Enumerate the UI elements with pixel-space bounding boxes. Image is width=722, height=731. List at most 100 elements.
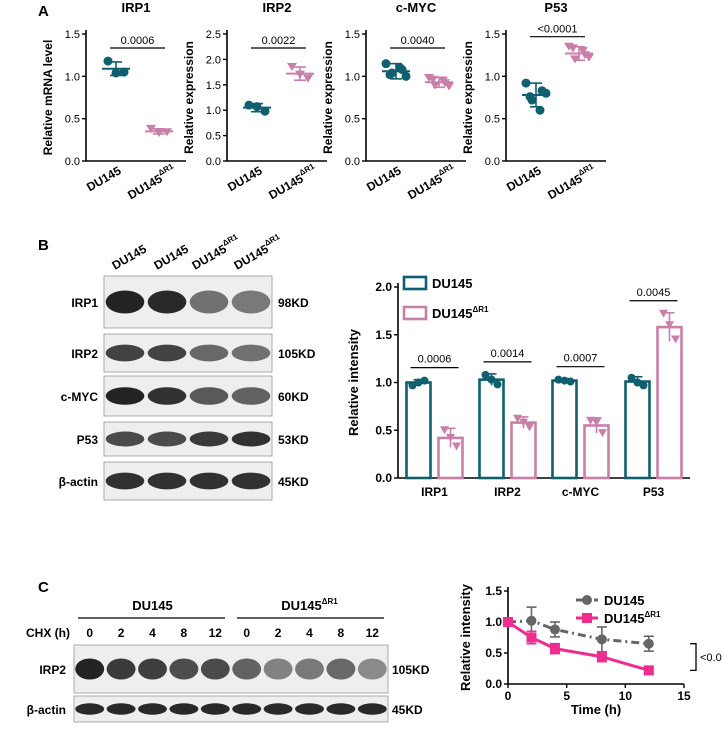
y-tick-label: 1.5 (485, 29, 500, 41)
blot-band (106, 658, 136, 680)
p-value: <0.0001 (537, 24, 577, 36)
data-point (659, 309, 668, 318)
blot-band (147, 472, 187, 490)
data-point (440, 79, 450, 88)
data-point (287, 63, 297, 72)
x-label-dr1-base: DU145 (125, 171, 165, 202)
x-tick-label: c-MYC (562, 485, 600, 499)
data-point (244, 100, 254, 110)
blot-band (105, 472, 145, 490)
time-label: 2 (118, 626, 125, 640)
y-tick-label: 1.0 (65, 71, 80, 83)
y-tick-label: 1.0 (375, 376, 392, 390)
blot-band (200, 658, 230, 680)
legend-label-dr1-base: DU145 (432, 306, 472, 321)
chart-a-3: P53 Relative expression 0.0 0.5 1.0 1.5 <0.000… (461, 0, 606, 202)
blot-band (138, 658, 167, 680)
legend-label-dr1-sup: ΔR1 (644, 610, 661, 619)
bar (478, 378, 505, 480)
x-tick-label: 0 (505, 689, 512, 703)
blot-band (147, 344, 187, 362)
blot-band (189, 431, 229, 447)
blot-name: IRP2 (39, 663, 66, 677)
chart-a-2: c-MYC Relative expression 0.0 0.5 1.0 1.5 0.00… (321, 0, 466, 202)
y-axis-label: Relative intensity (346, 328, 361, 436)
blot-band (169, 658, 199, 680)
x-label-dr1-base: DU145 (266, 171, 306, 202)
y-axis-label: Relative intensity (458, 583, 473, 691)
x-label-du145: DU145 (84, 163, 124, 194)
chx-label: CHX (h) (26, 626, 70, 640)
y-tick-label: 0.0 (345, 156, 360, 168)
y-tick-label: 0.5 (375, 423, 392, 437)
y-tick-label: 1.0 (345, 71, 360, 83)
y-axis-label: Relative expression (461, 41, 475, 154)
y-tick-label: 1.5 (375, 328, 392, 342)
p-value: 0.0014 (491, 348, 525, 360)
blot-name: IRP1 (71, 296, 98, 310)
data-point (146, 124, 156, 133)
p-value: 0.0007 (564, 353, 598, 365)
bar (551, 379, 578, 480)
blot-band (75, 658, 105, 680)
data-point (639, 381, 648, 390)
data-point (643, 665, 654, 676)
data-point (554, 375, 563, 384)
blot-band (106, 703, 136, 715)
data-point (303, 74, 313, 83)
chart-title: IRP2 (263, 0, 292, 15)
blot-kd: 53KD (278, 433, 309, 447)
x-label-du145: DU145 (504, 163, 544, 194)
y-tick-label: 0.0 (206, 156, 221, 168)
blot-2 (103, 375, 273, 417)
time-label: 4 (306, 626, 313, 640)
y-tick-label: 1.5 (65, 29, 80, 41)
data-point (525, 92, 535, 102)
chart-a-0: IRP1 Relative mRNA level 0.0 0.5 1.0 1.5 0.000… (41, 0, 186, 202)
blot-4 (103, 461, 273, 501)
x-tick-label: 10 (619, 689, 633, 703)
blot-band (263, 703, 293, 715)
time-label: 0 (86, 626, 93, 640)
data-point (154, 129, 164, 138)
blot-name: P53 (77, 433, 99, 447)
blot-band (189, 344, 229, 362)
data-point (521, 78, 531, 88)
y-tick-label: 2.0 (206, 54, 221, 66)
p-value: 0.0006 (418, 354, 452, 366)
blot-band (357, 703, 387, 715)
legend-label-du145: DU145 (432, 276, 472, 291)
time-label: 12 (366, 626, 380, 640)
data-point (252, 102, 262, 112)
x-label-du145: DU145 (364, 163, 404, 194)
blot-band (105, 344, 145, 362)
x-axis-label: Time (h) (571, 702, 621, 717)
data-point (487, 375, 496, 384)
data-point (111, 68, 121, 78)
data-point (430, 81, 440, 90)
y-tick-label: 0.5 (485, 114, 500, 126)
p-value: 0.0022 (262, 35, 296, 47)
blot-band (295, 658, 324, 680)
data-point (295, 70, 305, 79)
data-point (526, 632, 537, 643)
blot-band (147, 431, 187, 447)
group-label-dr1: DU145ΔR1 (281, 597, 338, 613)
blot-kd: 98KD (278, 296, 309, 310)
data-point (452, 442, 461, 451)
series-line (507, 620, 650, 672)
lane-label-sup: ΔR1 (263, 232, 282, 248)
x-tick-label: 15 (677, 689, 691, 703)
blot-band (231, 344, 271, 362)
y-tick-label: 0.0 (485, 677, 502, 691)
blot-kd: 105KD (392, 663, 430, 677)
data-point (446, 433, 455, 442)
data-point (408, 381, 417, 390)
data-point (526, 615, 537, 626)
data-point (414, 378, 423, 387)
blot-3 (103, 421, 273, 457)
blot-kd: 105KD (278, 347, 316, 361)
data-point (428, 75, 438, 84)
blot-c-1 (73, 695, 389, 723)
time-label: 0 (243, 626, 250, 640)
